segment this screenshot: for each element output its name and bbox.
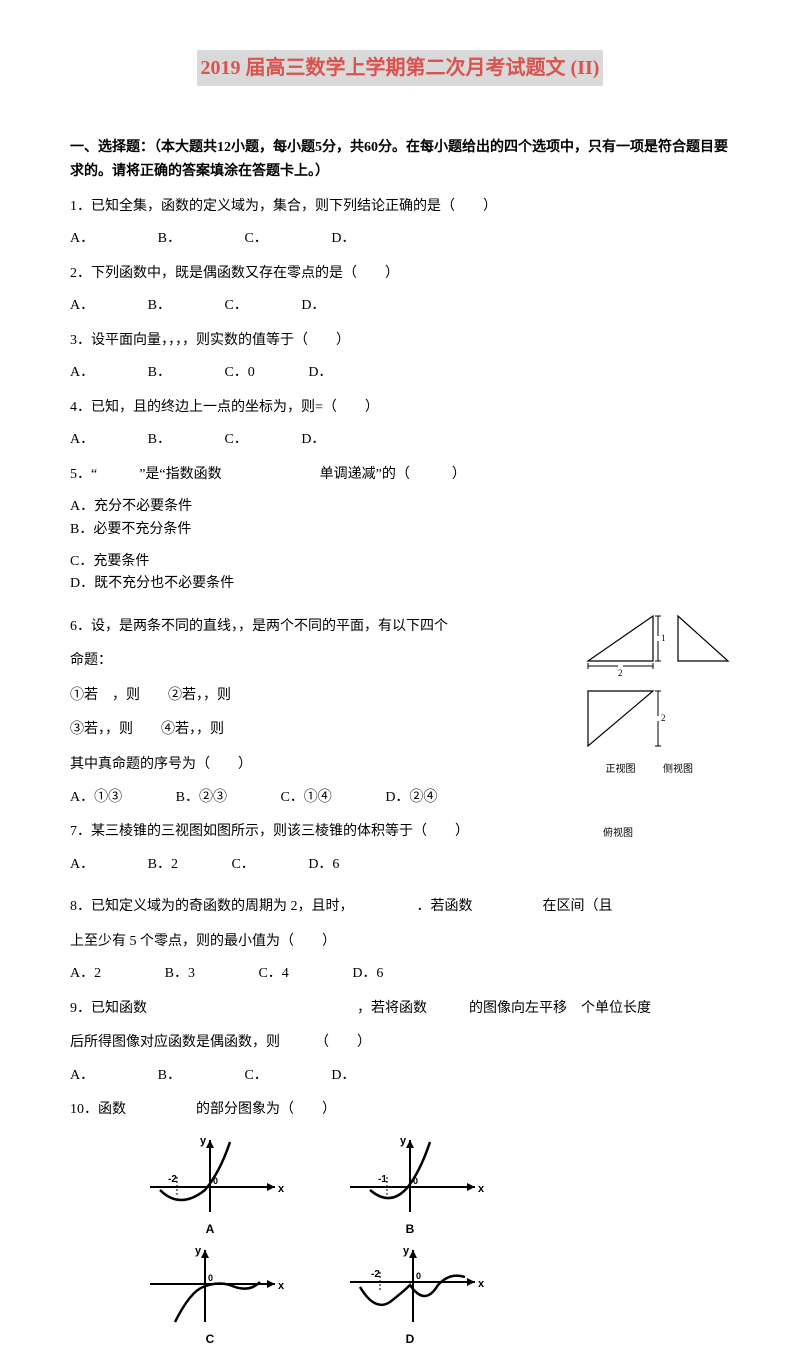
q5-opt-a: A．充分不必要条件 [70, 496, 387, 518]
svg-text:-1: -1 [378, 1174, 387, 1185]
question-6-intro: 6．设，是两条不同的直线，，是两个不同的平面，有以下四个 [70, 614, 570, 641]
question-8-options: A．2 B．3 C．4 D．6 [70, 963, 730, 985]
q9-opt-b: B． [158, 1065, 181, 1087]
graph-c-label: C [206, 1332, 215, 1346]
q6-q7-row: 6．设，是两条不同的直线，，是两个不同的平面，有以下四个 命题： ①若 ，则 ②… [70, 606, 730, 886]
q1-opt-c: C． [244, 228, 267, 250]
q9-opt-d: D． [331, 1065, 355, 1087]
q7-opt-b: B．2 [148, 854, 178, 876]
question-4: 4．已知，且的终边上一点的坐标为，则=（ ） [70, 395, 730, 422]
question-6-line2: 命题： [70, 648, 570, 675]
question-7: 7．某三棱锥的三视图如图所示，则该三棱锥的体积等于（ ） [70, 819, 570, 846]
q6-opt-d: D．②④ [385, 787, 437, 809]
section-1-heading: 一、选择题：（本大题共12小题，每小题5分，共60分。在每小题给出的四个选项中，… [70, 136, 730, 184]
svg-text:2: 2 [618, 668, 623, 678]
q1-opt-b: B． [158, 228, 181, 250]
graph-d-label: D [406, 1332, 415, 1346]
q6-opt-a: A．①③ [70, 787, 122, 809]
svg-text:x: x [278, 1280, 285, 1292]
question-6-line5: 其中真命题的序号为（ ） [70, 752, 570, 779]
graph-a-label: A [206, 1222, 215, 1236]
three-view-diagram: 2 1 2 正视图 侧视图 俯视图 [570, 606, 730, 886]
question-2-options: A． B． C． D． [70, 295, 730, 317]
graph-b-label: B [406, 1222, 415, 1236]
q8-opt-d: D．6 [352, 963, 383, 985]
question-1-options: A． B． C． D． [70, 228, 730, 250]
question-6-line4: ③若，，则 ④若，，则 [70, 717, 570, 744]
svg-text:0: 0 [213, 1176, 218, 1186]
graph-b: x y -1 0 B [310, 1132, 510, 1242]
svg-text:2: 2 [661, 713, 666, 723]
q1-opt-a: A． [70, 228, 94, 250]
question-3-options: A． B． C．0 D． [70, 362, 730, 384]
q7-opt-c: C． [231, 854, 254, 876]
q2-opt-b: B． [148, 295, 171, 317]
top-view-label: 俯视图 [603, 828, 633, 839]
q2-opt-d: D． [301, 295, 325, 317]
three-view-icon: 2 1 2 [578, 606, 733, 756]
svg-text:-2: -2 [371, 1269, 380, 1280]
title-container: 2019 届高三数学上学期第二次月考试题文 (II) [70, 50, 730, 116]
question-9-p1: 9．已知函数 ，若将函数 的图像向左平移 个单位长度 [70, 996, 730, 1023]
graph-a: x y -2 0 A [110, 1132, 310, 1242]
q7-opt-a: A． [70, 854, 94, 876]
svg-text:y: y [403, 1245, 410, 1257]
question-6-options: A．①③ B．②③ C．①④ D．②④ [70, 787, 570, 809]
svg-text:y: y [195, 1245, 202, 1257]
q1-opt-d: D． [331, 228, 355, 250]
q3-opt-a: A． [70, 362, 94, 384]
q7-opt-d: D．6 [308, 854, 339, 876]
q6-q7-text: 6．设，是两条不同的直线，，是两个不同的平面，有以下四个 命题： ①若 ，则 ②… [70, 606, 570, 886]
graph-d: x y -2 0 D [310, 1242, 510, 1352]
question-2: 2．下列函数中，既是偶函数又存在零点的是（ ） [70, 261, 730, 288]
q6-opt-c: C．①④ [280, 787, 331, 809]
svg-text:0: 0 [413, 1176, 418, 1186]
side-view-label: 侧视图 [663, 762, 693, 778]
graph-c: x y 0 C [110, 1242, 310, 1352]
q3-opt-d: D． [308, 362, 332, 384]
page-title: 2019 届高三数学上学期第二次月考试题文 (II) [197, 50, 604, 86]
q2-opt-c: C． [224, 295, 247, 317]
q10-graphs: x y -2 0 A x y -1 0 B x [110, 1132, 530, 1352]
svg-text:0: 0 [208, 1273, 213, 1283]
svg-text:x: x [478, 1183, 485, 1195]
q4-opt-a: A． [70, 429, 94, 451]
q3-opt-b: B． [148, 362, 171, 384]
svg-text:0: 0 [416, 1271, 421, 1281]
question-8-p2: 上至少有 5 个零点，则的最小值为（ ） [70, 929, 730, 956]
q2-opt-a: A． [70, 295, 94, 317]
question-6-line3: ①若 ，则 ②若，，则 [70, 683, 570, 710]
question-5-options-row2: C．充要条件 D．既不充分也不必要条件 [70, 551, 730, 596]
q5-opt-b: B．必要不充分条件 [70, 519, 387, 541]
question-5: 5．“ ”是“指数函数 单调递减”的（ ） [70, 462, 730, 489]
q5-opt-d: D．既不充分也不必要条件 [70, 573, 387, 595]
q8-opt-b: B．3 [165, 963, 195, 985]
svg-text:x: x [278, 1183, 285, 1195]
svg-text:1: 1 [661, 633, 666, 643]
q3-opt-c: C．0 [224, 362, 254, 384]
svg-text:-2: -2 [168, 1174, 177, 1185]
svg-text:y: y [200, 1135, 207, 1147]
svg-text:y: y [400, 1135, 407, 1147]
question-8-p1: 8．已知定义域为的奇函数的周期为 2，且时， ．若函数 在区间（且 [70, 894, 730, 921]
question-3: 3．设平面向量，，，，则实数的值等于（ ） [70, 328, 730, 355]
question-9-options: A． B． C． D． [70, 1065, 730, 1087]
q8-opt-c: C．4 [258, 963, 288, 985]
front-view-label: 正视图 [578, 762, 663, 778]
question-9-p2: 后所得图像对应函数是偶函数，则 （ ） [70, 1030, 730, 1057]
q4-opt-c: C． [224, 429, 247, 451]
q8-opt-a: A．2 [70, 963, 101, 985]
q6-opt-b: B．②③ [176, 787, 227, 809]
question-10: 10．函数 的部分图象为（ ） [70, 1097, 730, 1124]
question-5-options-row1: A．充分不必要条件 B．必要不充分条件 [70, 496, 730, 541]
q9-opt-c: C． [244, 1065, 267, 1087]
question-7-options: A． B．2 C． D．6 [70, 854, 570, 876]
question-1: 1．已知全集，函数的定义域为，集合，则下列结论正确的是（ ） [70, 194, 730, 221]
question-4-options: A． B． C． D． [70, 429, 730, 451]
q4-opt-d: D． [301, 429, 325, 451]
svg-text:x: x [478, 1278, 485, 1290]
q5-opt-c: C．充要条件 [70, 551, 387, 573]
q4-opt-b: B． [148, 429, 171, 451]
q9-opt-a: A． [70, 1065, 94, 1087]
